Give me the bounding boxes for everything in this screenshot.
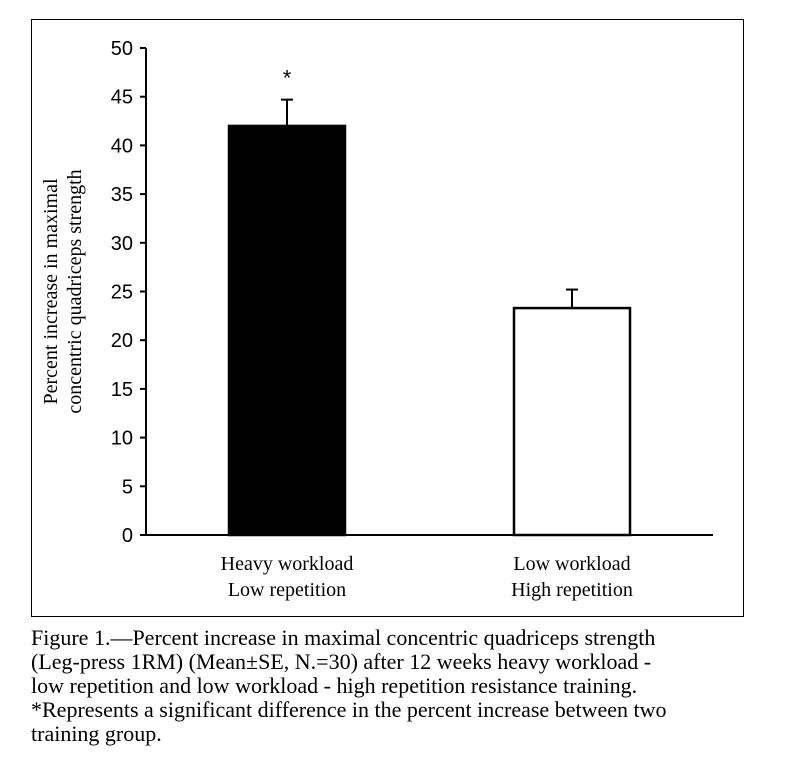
x-category-label: High repetition xyxy=(511,579,633,601)
caption-line: *Represents a significant difference in … xyxy=(31,697,667,722)
y-tick-label: 5 xyxy=(122,476,133,498)
figure-caption: Figure 1.—Percent increase in maximal co… xyxy=(31,626,761,746)
y-tick-label: 15 xyxy=(111,379,133,401)
significance-marker: * xyxy=(283,66,292,91)
y-tick-label: 25 xyxy=(111,282,133,304)
y-axis-label: Percent increase in maximal xyxy=(40,178,62,404)
y-tick-label: 35 xyxy=(111,184,133,206)
x-category-label: Heavy workload xyxy=(221,553,354,575)
caption-line: training group. xyxy=(31,721,162,746)
x-category-label: Low repetition xyxy=(228,579,346,601)
figure-frame xyxy=(31,19,744,617)
caption-line: Figure 1.—Percent increase in maximal co… xyxy=(31,625,656,650)
x-category-label: Low workload xyxy=(513,553,630,575)
bar xyxy=(227,124,347,537)
caption-line: (Leg-press 1RM) (Mean±SE, N.=30) after 1… xyxy=(31,649,652,674)
caption-line: low repetition and low workload - high r… xyxy=(31,673,638,698)
y-tick-label: 0 xyxy=(122,525,133,547)
y-tick-label: 50 xyxy=(111,38,133,60)
y-tick-label: 20 xyxy=(111,330,133,352)
y-tick-label: 45 xyxy=(111,87,133,109)
y-tick-label: 30 xyxy=(111,233,133,255)
y-tick-label: 40 xyxy=(111,135,133,157)
y-tick-label: 10 xyxy=(111,428,133,450)
bar-chart: 0 5 10 15 20 25 30 35 40 45 50 Heavy workload Low re… xyxy=(40,38,713,601)
y-axis-label: concentric quadriceps strength xyxy=(64,169,86,413)
bar xyxy=(512,306,632,537)
